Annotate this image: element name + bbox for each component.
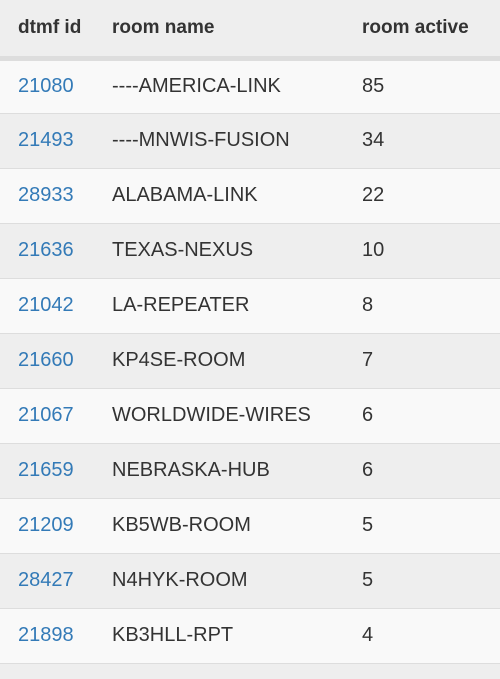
- table-row: 21080 ----AMERICA-LINK 85: [0, 58, 500, 114]
- table-row: 21636 TEXAS-NEXUS 10: [0, 223, 500, 279]
- dtmf-id-link[interactable]: 28427: [18, 569, 74, 591]
- dtmf-id-cell: 21636: [0, 223, 94, 279]
- room-active-cell: 10: [344, 223, 500, 279]
- dtmf-id-link[interactable]: 21067: [18, 404, 74, 426]
- room-name-cell: KB3HLL-RPT: [94, 608, 344, 664]
- dtmf-id-cell: 28933: [0, 168, 94, 224]
- room-name-cell: ----AMERICA-LINK: [94, 58, 344, 114]
- room-name-cell: N4HYK-ROOM: [94, 553, 344, 609]
- room-active-cell: 7: [344, 333, 500, 389]
- dtmf-id-link[interactable]: 21898: [18, 624, 74, 646]
- table-row: 21042 LA-REPEATER 8: [0, 278, 500, 334]
- room-active-cell: 6: [344, 388, 500, 444]
- room-name-cell: TEXAS-NEXUS: [94, 223, 344, 279]
- dtmf-id-link[interactable]: 21080: [18, 75, 74, 97]
- room-name-cell: WORLDWIDE-WIRES: [94, 388, 344, 444]
- table-row: 28933 ALABAMA-LINK 22: [0, 168, 500, 224]
- room-active-cell: 85: [344, 58, 500, 114]
- room-active-cell: 34: [344, 113, 500, 169]
- room-active-cell: 22: [344, 168, 500, 224]
- room-active-cell: 8: [344, 278, 500, 334]
- dtmf-id-cell: 21898: [0, 608, 94, 664]
- table-header: dtmf id room name room active: [0, 0, 500, 61]
- room-active-cell: 4: [344, 608, 500, 664]
- room-name-cell: KB5WB-ROOM: [94, 498, 344, 554]
- table-row: 21898 KB3HLL-RPT 4: [0, 608, 500, 664]
- dtmf-id-link[interactable]: 21659: [18, 459, 74, 481]
- header-room-name[interactable]: room name: [94, 0, 344, 61]
- room-name-cell: KP4SE-ROOM: [94, 333, 344, 389]
- header-row: dtmf id room name room active: [0, 0, 500, 61]
- dtmf-id-cell: 21042: [0, 278, 94, 334]
- table-row: 21659 NEBRASKA-HUB 6: [0, 443, 500, 499]
- room-name-cell: NEBRASKA-HUB: [94, 443, 344, 499]
- dtmf-id-link[interactable]: 21636: [18, 239, 74, 261]
- header-room-active[interactable]: room active: [344, 0, 500, 61]
- dtmf-id-cell: 21080: [0, 58, 94, 114]
- dtmf-id-link[interactable]: 21209: [18, 514, 74, 536]
- room-active-cell: 5: [344, 553, 500, 609]
- header-dtmf-id[interactable]: dtmf id: [0, 0, 94, 61]
- dtmf-id-link[interactable]: 21042: [18, 294, 74, 316]
- room-name-cell: ----MNWIS-FUSION: [94, 113, 344, 169]
- table-body: 21080 ----AMERICA-LINK 85 21493 ----MNWI…: [0, 58, 500, 664]
- table-row: 28427 N4HYK-ROOM 5: [0, 553, 500, 609]
- dtmf-id-link[interactable]: 21660: [18, 349, 74, 371]
- dtmf-id-cell: 21493: [0, 113, 94, 169]
- dtmf-id-cell: 21660: [0, 333, 94, 389]
- table-row: 21209 KB5WB-ROOM 5: [0, 498, 500, 554]
- table-row: 21493 ----MNWIS-FUSION 34: [0, 113, 500, 169]
- room-active-cell: 6: [344, 443, 500, 499]
- dtmf-id-link[interactable]: 28933: [18, 184, 74, 206]
- dtmf-id-cell: 21067: [0, 388, 94, 444]
- table-row: 21067 WORLDWIDE-WIRES 6: [0, 388, 500, 444]
- dtmf-id-link[interactable]: 21493: [18, 129, 74, 151]
- dtmf-id-cell: 28427: [0, 553, 94, 609]
- dtmf-id-cell: 21209: [0, 498, 94, 554]
- room-name-cell: LA-REPEATER: [94, 278, 344, 334]
- rooms-table: dtmf id room name room active 21080 ----…: [0, 0, 500, 664]
- dtmf-id-cell: 21659: [0, 443, 94, 499]
- room-active-cell: 5: [344, 498, 500, 554]
- room-name-cell: ALABAMA-LINK: [94, 168, 344, 224]
- table-row: 21660 KP4SE-ROOM 7: [0, 333, 500, 389]
